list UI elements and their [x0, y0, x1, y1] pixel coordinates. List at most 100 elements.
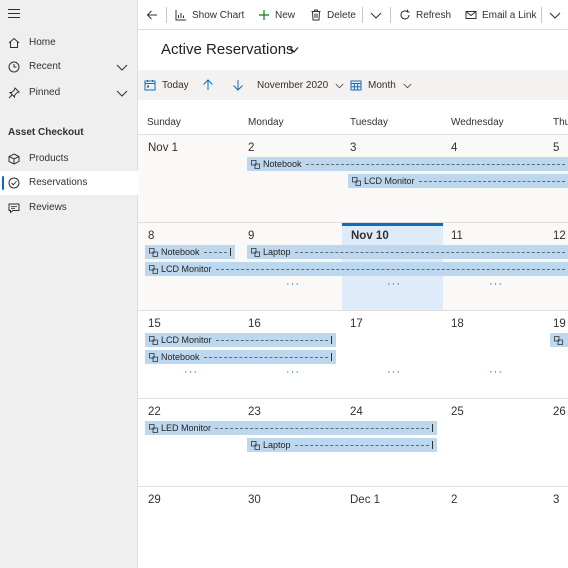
- day-cell-date[interactable]: 9: [248, 230, 255, 242]
- sidebar-item-reviews[interactable]: Reviews: [0, 196, 138, 220]
- event-notebook[interactable]: Notebook: [247, 157, 568, 171]
- calendar-toolbar: Today November 2020 Month: [138, 70, 568, 100]
- refresh-button[interactable]: Refresh: [399, 0, 451, 30]
- event-title: LCD Monitor: [161, 335, 212, 345]
- event-partial[interactable]: [550, 333, 568, 347]
- calendar-grid-icon: [350, 80, 362, 91]
- asset-icon: [149, 264, 158, 274]
- sidebar-item-pinned[interactable]: Pinned: [0, 81, 138, 105]
- more-events-button[interactable]: ···: [489, 366, 503, 378]
- day-cell-date[interactable]: 26: [553, 406, 566, 418]
- divider: [541, 7, 542, 23]
- more-events-button[interactable]: ···: [286, 278, 300, 290]
- event-notebook[interactable]: Notebook: [145, 350, 336, 364]
- event-title: Notebook: [263, 159, 302, 169]
- sidebar-item-products[interactable]: Products: [0, 147, 138, 171]
- next-period-button[interactable]: [232, 70, 244, 100]
- more-events-button[interactable]: ···: [387, 366, 401, 378]
- event-laptop[interactable]: Laptop: [247, 245, 568, 259]
- day-cell-date[interactable]: 22: [148, 406, 161, 418]
- day-cell-date[interactable]: 16: [248, 318, 261, 330]
- more-events-button[interactable]: ···: [387, 278, 401, 290]
- delete-label: Delete: [327, 9, 356, 21]
- refresh-label: Refresh: [416, 9, 452, 21]
- sidebar-item-label: Products: [29, 153, 69, 164]
- event-lcd-monitor[interactable]: LCD Monitor: [348, 174, 568, 188]
- day-cell-date[interactable]: 2: [248, 142, 255, 154]
- sidebar-item-reservations[interactable]: Reservations: [0, 171, 138, 195]
- home-icon: [8, 37, 20, 48]
- view-mode-label: Month: [368, 79, 396, 91]
- back-button[interactable]: [146, 0, 163, 30]
- sidebar-group-title: Asset Checkout: [8, 127, 84, 138]
- event-title: Laptop: [263, 247, 291, 257]
- previous-period-button[interactable]: [202, 70, 214, 100]
- more-events-button[interactable]: ···: [184, 366, 198, 378]
- event-lcd-monitor[interactable]: LCD Monitor: [145, 333, 336, 347]
- day-cell-date[interactable]: 11: [451, 230, 463, 242]
- weekday-header: Thu: [553, 117, 568, 128]
- view-mode-selector[interactable]: Month: [350, 70, 412, 100]
- divider: [390, 7, 391, 23]
- asset-icon: [149, 423, 158, 433]
- view-selector-title[interactable]: Active Reservations: [161, 41, 294, 58]
- more-commands-dropdown[interactable]: [370, 0, 387, 30]
- calendar-week: 15 16 17 18 19 LCD Monitor Notebook ··· …: [138, 310, 568, 398]
- chart-icon: [175, 10, 186, 21]
- day-cell-date[interactable]: 3: [553, 494, 560, 506]
- cube-icon: [8, 153, 20, 165]
- sidebar-item-label: Home: [29, 37, 56, 48]
- more-events-button[interactable]: ···: [489, 278, 503, 290]
- weekday-header: Wednesday: [451, 117, 504, 128]
- show-chart-button[interactable]: Show Chart: [175, 0, 244, 30]
- event-title: Notebook: [161, 247, 200, 257]
- email-link-button[interactable]: Email a Link: [465, 0, 536, 30]
- day-cell-date[interactable]: 5: [553, 142, 560, 154]
- asset-icon: [149, 352, 158, 362]
- event-laptop[interactable]: Laptop: [247, 438, 437, 452]
- period-selector[interactable]: November 2020: [257, 70, 344, 100]
- day-cell-date[interactable]: 15: [148, 318, 161, 330]
- hamburger-menu-icon[interactable]: [8, 9, 20, 21]
- day-cell-date[interactable]: 25: [451, 406, 464, 418]
- day-cell-date[interactable]: 8: [148, 230, 155, 242]
- chevron-down-icon: [370, 12, 382, 19]
- chevron-down-icon[interactable]: [116, 61, 128, 73]
- day-cell-date[interactable]: 19: [553, 318, 566, 330]
- chevron-down-icon[interactable]: [116, 87, 128, 99]
- more-events-button[interactable]: ···: [286, 366, 300, 378]
- new-label: New: [275, 9, 296, 21]
- day-cell-date[interactable]: 23: [248, 406, 261, 418]
- day-cell-date[interactable]: 30: [248, 494, 261, 506]
- event-led-monitor[interactable]: LED Monitor: [145, 421, 437, 435]
- day-cell-date[interactable]: 12: [553, 230, 566, 242]
- day-cell-date[interactable]: Dec 1: [350, 494, 381, 506]
- chevron-down-icon: [335, 83, 344, 88]
- day-cell-date[interactable]: 2: [451, 494, 458, 506]
- day-cell-date[interactable]: 24: [350, 406, 363, 418]
- overflow-dropdown[interactable]: [549, 0, 566, 30]
- event-lcd-monitor[interactable]: LCD Monitor: [145, 262, 568, 276]
- plus-icon: [259, 10, 269, 20]
- month-calendar: Sunday Monday Tuesday Wednesday Thu Nov …: [138, 110, 568, 568]
- day-cell-date[interactable]: 4: [451, 142, 458, 154]
- email-link-label: Email a Link: [482, 9, 537, 21]
- calendar-week: 22 23 24 25 26 LED Monitor Laptop: [138, 398, 568, 486]
- today-date[interactable]: Nov 10: [351, 230, 389, 242]
- day-cell-date[interactable]: 3: [350, 142, 357, 154]
- sidebar-item-home[interactable]: Home: [0, 31, 138, 55]
- event-notebook[interactable]: Notebook: [145, 245, 235, 259]
- sidebar-item-label: Reservations: [29, 177, 88, 188]
- chevron-down-icon: [549, 12, 561, 19]
- delete-button[interactable]: Delete: [310, 0, 356, 30]
- day-cell-date[interactable]: 29: [148, 494, 161, 506]
- today-button[interactable]: Today: [144, 70, 189, 100]
- chevron-down-icon: [403, 83, 412, 88]
- day-cell-date[interactable]: Nov 1: [148, 142, 179, 154]
- day-cell-date[interactable]: 17: [350, 318, 363, 330]
- new-button[interactable]: New: [258, 0, 295, 30]
- sidebar-item-recent[interactable]: Recent: [0, 55, 138, 79]
- day-cell-date[interactable]: 18: [451, 318, 464, 330]
- chevron-down-icon[interactable]: [289, 46, 299, 54]
- asset-icon: [251, 440, 260, 450]
